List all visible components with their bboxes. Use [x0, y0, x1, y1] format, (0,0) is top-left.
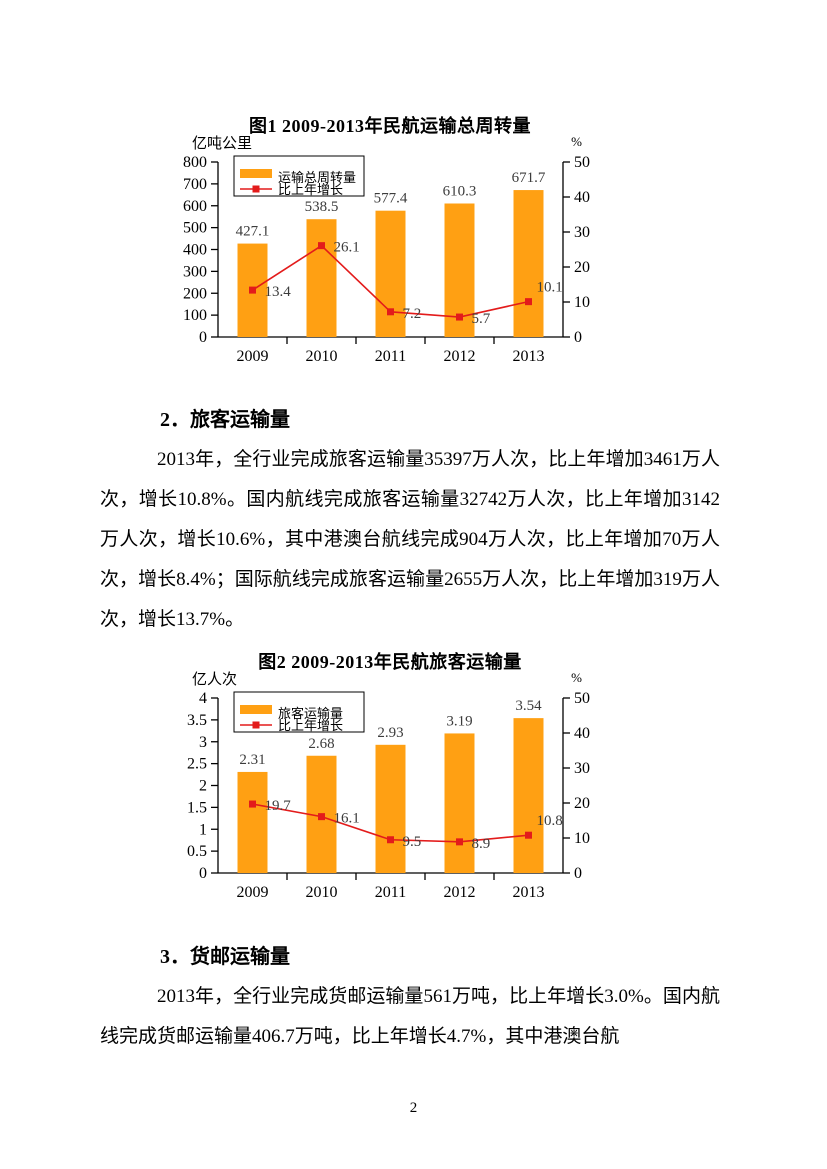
svg-text:10: 10	[574, 830, 590, 847]
svg-text:0: 0	[574, 865, 582, 882]
svg-text:19.7: 19.7	[265, 798, 292, 814]
svg-text:30: 30	[574, 224, 590, 241]
svg-text:比上年增长: 比上年增长	[278, 182, 343, 197]
svg-text:运输总周转量: 运输总周转量	[278, 170, 356, 185]
svg-text:9.5: 9.5	[403, 834, 422, 850]
total-turnover-chart: 0 100 200 300 400 500 600 700 800 0 10 20 30 40 50 2009…	[183, 154, 590, 365]
svg-text:旅客运输量: 旅客运输量	[278, 706, 343, 721]
section-heading-passenger: 2．旅客运输量	[160, 409, 290, 431]
svg-text:2.5: 2.5	[187, 756, 207, 773]
svg-text:30: 30	[574, 760, 590, 777]
svg-text:2012: 2012	[444, 348, 476, 365]
svg-text:0: 0	[199, 329, 207, 346]
svg-text:2010: 2010	[306, 884, 338, 901]
figure-2-title: 图2 2009-2013年民航旅客运输量	[258, 652, 522, 672]
svg-text:2009: 2009	[237, 884, 269, 901]
svg-text:26.1: 26.1	[334, 240, 360, 256]
svg-text:2.31: 2.31	[239, 752, 265, 768]
svg-text:2.68: 2.68	[308, 736, 334, 752]
svg-text:5.7: 5.7	[472, 311, 491, 327]
svg-text:20: 20	[574, 259, 590, 276]
svg-text:2010: 2010	[306, 348, 338, 365]
svg-text:3.5: 3.5	[187, 712, 207, 729]
svg-text:671.7: 671.7	[512, 170, 546, 186]
svg-text:3: 3	[199, 734, 207, 751]
svg-text:10.1: 10.1	[537, 280, 563, 296]
svg-text:0: 0	[199, 865, 207, 882]
figure-1-right-axis-unit: %	[571, 134, 582, 149]
svg-text:2009: 2009	[237, 348, 269, 365]
svg-text:4: 4	[199, 690, 207, 707]
paragraph-passenger: 2013年，全行业完成旅客运输量35397万人次，比上年增加3461万人次，增长…	[100, 449, 720, 630]
svg-text:20: 20	[574, 795, 590, 812]
section-heading-cargo: 3．货邮运输量	[160, 946, 290, 968]
svg-text:577.4: 577.4	[374, 191, 408, 207]
svg-text:610.3: 610.3	[443, 183, 477, 199]
paragraph-cargo: 2013年，全行业完成货邮运输量561万吨，比上年增长3.0%。国内航线完成货邮…	[100, 986, 720, 1047]
page-number: 2	[409, 1100, 418, 1116]
figure-1-left-axis-unit: 亿吨公里	[192, 136, 253, 152]
figure-1-title: 图1 2009-2013年民航运输总周转量	[249, 116, 531, 136]
svg-text:2: 2	[199, 778, 207, 795]
svg-text:50: 50	[574, 690, 590, 707]
svg-text:0: 0	[574, 329, 582, 346]
figure-2-passenger-traffic: 图2 2009-2013年民航旅客运输量 亿人次 % 0 0.5 1 1.5 2 2.5 3…	[180, 640, 600, 930]
svg-text:10.8: 10.8	[537, 813, 563, 829]
figure-2-right-axis-unit: %	[571, 670, 582, 685]
svg-text:300: 300	[183, 263, 207, 280]
svg-text:2012: 2012	[444, 884, 476, 901]
svg-text:10: 10	[574, 294, 590, 311]
svg-text:50: 50	[574, 154, 590, 171]
svg-text:3.54: 3.54	[515, 698, 542, 714]
svg-text:1: 1	[199, 821, 207, 838]
svg-text:比上年增长: 比上年增长	[278, 718, 343, 733]
svg-text:800: 800	[183, 154, 207, 171]
svg-text:600: 600	[183, 198, 207, 215]
svg-text:2013: 2013	[513, 884, 545, 901]
svg-text:100: 100	[183, 307, 207, 324]
svg-text:700: 700	[183, 176, 207, 193]
svg-text:3.19: 3.19	[446, 713, 472, 729]
svg-text:2.93: 2.93	[377, 725, 403, 741]
svg-text:40: 40	[574, 725, 590, 742]
svg-text:8.9: 8.9	[472, 836, 491, 852]
svg-text:0.5: 0.5	[187, 843, 207, 860]
svg-text:538.5: 538.5	[305, 199, 339, 215]
svg-text:400: 400	[183, 242, 207, 259]
figure-2-left-axis-unit: 亿人次	[192, 672, 238, 688]
svg-text:500: 500	[183, 220, 207, 237]
svg-text:2011: 2011	[375, 348, 406, 365]
figure-1-total-turnover: 图1 2009-2013年民航运输总周转量 亿吨公里 % 0 100 200 300 4…	[180, 104, 600, 394]
svg-text:16.1: 16.1	[334, 811, 360, 827]
svg-text:1.5: 1.5	[187, 799, 207, 816]
svg-text:2013: 2013	[513, 348, 545, 365]
svg-text:7.2: 7.2	[403, 306, 422, 322]
svg-text:200: 200	[183, 285, 207, 302]
svg-text:427.1: 427.1	[236, 224, 270, 240]
svg-text:2011: 2011	[375, 884, 406, 901]
svg-text:13.4: 13.4	[265, 284, 292, 300]
svg-text:40: 40	[574, 189, 590, 206]
